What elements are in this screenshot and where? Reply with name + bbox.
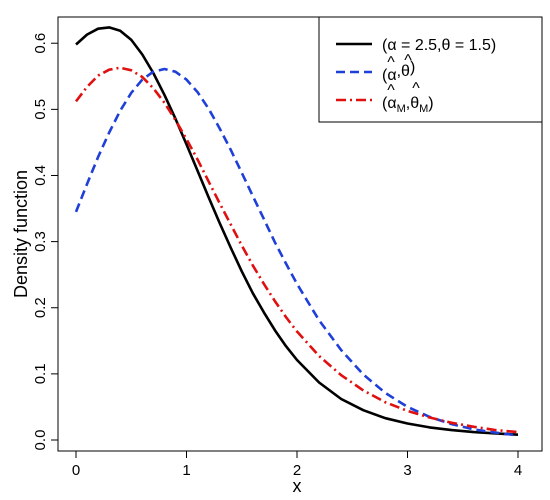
series-lines [74,26,519,437]
y-tick-label-4: 0.4 [32,165,49,186]
x-axis: 0 1 2 3 4 [72,451,522,479]
y-tick-label-6: 0.6 [32,33,49,54]
y-tick-label-5: 0.5 [32,99,49,120]
legend-hat-mark-alpha-3: ^ [387,82,395,99]
x-axis-title: x [293,476,302,496]
legend-hat-sub-3b: M [419,103,428,115]
series-line-1 [75,26,519,436]
series-line-3 [74,66,519,434]
x-tick-label-4: 4 [514,462,522,479]
legend-hat-mark-theta-3: ^ [412,80,420,97]
legend: (α = 2.5,θ = 1.5) (α,θ) ^ ^ (αM,θM) ^ ^ [318,16,543,123]
legend-hat-mark-theta-2: ^ [404,52,412,69]
x-tick-label-2: 2 [293,462,301,479]
legend-hat-sym-3a: α [387,95,396,112]
y-tick-label-3: 0.3 [32,231,49,252]
legend-box [318,16,543,123]
y-axis: 0.0 0.1 0.2 0.3 0.4 0.5 0.6 [32,33,58,451]
y-tick-label-1: 0.1 [32,363,49,384]
legend-label-series-1: (α = 2.5,θ = 1.5) [382,37,496,54]
x-tick-label-0: 0 [72,462,80,479]
y-axis-title: Density function [11,170,31,298]
series-line-2 [74,67,519,437]
y-tick-label-0: 0.0 [32,430,49,451]
x-tick-label-1: 1 [182,462,190,479]
legend-hat-sym-1: α [387,67,396,84]
plot-frame [57,16,543,452]
legend-hat-sub-3a: M [397,103,406,115]
legend-hat-sym-3b: θ [410,95,419,112]
legend-hat-mark-alpha-2: ^ [387,54,395,71]
legend-hat-sym-2: θ [401,63,410,80]
x-tick-label-3: 3 [403,462,411,479]
y-tick-label-2: 0.2 [32,297,49,318]
